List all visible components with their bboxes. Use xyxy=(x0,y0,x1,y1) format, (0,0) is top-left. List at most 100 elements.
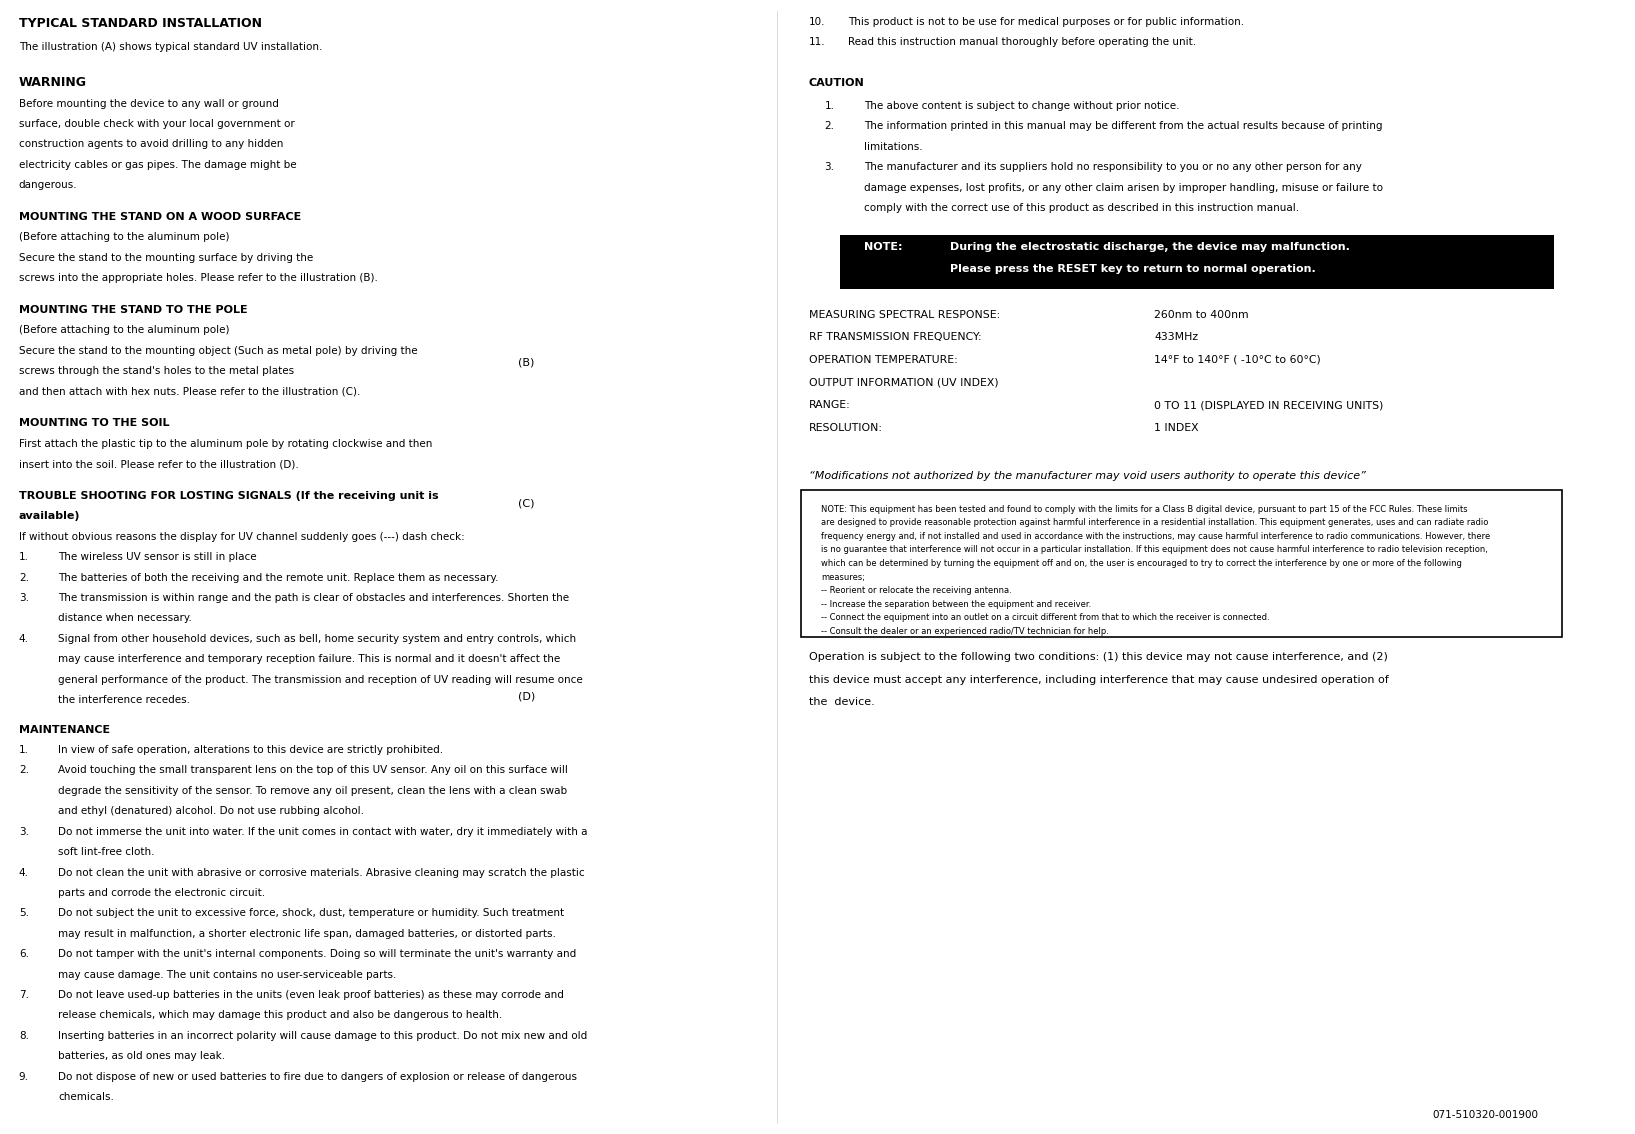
Text: limitations.: limitations. xyxy=(863,142,922,152)
Text: damage expenses, lost profits, or any other claim arisen by improper handling, m: damage expenses, lost profits, or any ot… xyxy=(863,183,1383,193)
Text: Do not immerse the unit into water. If the unit comes in contact with water, dry: Do not immerse the unit into water. If t… xyxy=(59,827,587,837)
Text: -- Increase the separation between the equipment and receiver.: -- Increase the separation between the e… xyxy=(821,600,1092,609)
Text: Do not subject the unit to excessive force, shock, dust, temperature or humidity: Do not subject the unit to excessive for… xyxy=(59,908,564,919)
Text: (Before attaching to the aluminum pole): (Before attaching to the aluminum pole) xyxy=(20,325,229,336)
Text: 3.: 3. xyxy=(20,827,29,837)
Text: screws through the stand's holes to the metal plates: screws through the stand's holes to the … xyxy=(20,366,294,376)
Text: WARNING: WARNING xyxy=(20,76,87,88)
Text: which can be determined by turning the equipment off and on, the user is encoura: which can be determined by turning the e… xyxy=(821,559,1462,568)
Text: -- Connect the equipment into an outlet on a circuit different from that to whic: -- Connect the equipment into an outlet … xyxy=(821,613,1270,623)
Text: dangerous.: dangerous. xyxy=(20,180,77,191)
Text: (Before attaching to the aluminum pole): (Before attaching to the aluminum pole) xyxy=(20,232,229,243)
Text: 260nm to 400nm: 260nm to 400nm xyxy=(1154,310,1249,320)
Text: parts and corrode the electronic circuit.: parts and corrode the electronic circuit… xyxy=(59,888,265,898)
Text: comply with the correct use of this product as described in this instruction man: comply with the correct use of this prod… xyxy=(863,203,1298,213)
Text: the interference recedes.: the interference recedes. xyxy=(59,695,190,705)
Text: Operation is subject to the following two conditions: (1) this device may not ca: Operation is subject to the following tw… xyxy=(809,652,1388,662)
Text: 8.: 8. xyxy=(20,1031,29,1041)
FancyBboxPatch shape xyxy=(801,490,1563,637)
Text: OPERATION TEMPERATURE:: OPERATION TEMPERATURE: xyxy=(809,355,958,365)
Text: The transmission is within range and the path is clear of obstacles and interfer: The transmission is within range and the… xyxy=(59,593,569,603)
Text: surface, double check with your local government or: surface, double check with your local go… xyxy=(20,119,294,129)
Text: 3.: 3. xyxy=(20,593,29,603)
Text: Avoid touching the small transparent lens on the top of this UV sensor. Any oil : Avoid touching the small transparent len… xyxy=(59,765,567,776)
Text: The manufacturer and its suppliers hold no responsibility to you or no any other: The manufacturer and its suppliers hold … xyxy=(863,162,1362,172)
Text: 1.: 1. xyxy=(20,745,29,755)
Text: 3.: 3. xyxy=(824,162,834,172)
Text: MOUNTING TO THE SOIL: MOUNTING TO THE SOIL xyxy=(20,418,170,429)
Text: frequency energy and, if not installed and used in accordance with the instructi: frequency energy and, if not installed a… xyxy=(821,532,1491,541)
Text: this device must accept any interference, including interference that may cause : this device must accept any interference… xyxy=(809,675,1388,685)
Text: construction agents to avoid drilling to any hidden: construction agents to avoid drilling to… xyxy=(20,139,283,150)
Text: NOTE:: NOTE: xyxy=(863,242,903,252)
Text: MOUNTING THE STAND TO THE POLE: MOUNTING THE STAND TO THE POLE xyxy=(20,305,247,315)
Text: Inserting batteries in an incorrect polarity will cause damage to this product. : Inserting batteries in an incorrect pola… xyxy=(59,1031,587,1041)
Text: RF TRANSMISSION FREQUENCY:: RF TRANSMISSION FREQUENCY: xyxy=(809,332,981,342)
Text: 4.: 4. xyxy=(20,868,29,878)
Text: 1 INDEX: 1 INDEX xyxy=(1154,423,1198,433)
Text: Do not tamper with the unit's internal components. Doing so will terminate the u: Do not tamper with the unit's internal c… xyxy=(59,949,577,959)
Text: are designed to provide reasonable protection against harmful interference in a : are designed to provide reasonable prote… xyxy=(821,518,1488,527)
Text: may cause damage. The unit contains no user-serviceable parts.: may cause damage. The unit contains no u… xyxy=(59,970,396,980)
Text: -- Reorient or relocate the receiving antenna.: -- Reorient or relocate the receiving an… xyxy=(821,586,1012,595)
Text: First attach the plastic tip to the aluminum pole by rotating clockwise and then: First attach the plastic tip to the alum… xyxy=(20,439,432,449)
Text: TROUBLE SHOOTING FOR LOSTING SIGNALS (If the receiving unit is: TROUBLE SHOOTING FOR LOSTING SIGNALS (If… xyxy=(20,491,438,501)
Text: During the electrostatic discharge, the device may malfunction.: During the electrostatic discharge, the … xyxy=(950,242,1351,252)
Text: NOTE: This equipment has been tested and found to comply with the limits for a C: NOTE: This equipment has been tested and… xyxy=(821,505,1468,514)
Text: 1.: 1. xyxy=(824,101,834,111)
Text: 9.: 9. xyxy=(20,1072,29,1082)
Text: The above content is subject to change without prior notice.: The above content is subject to change w… xyxy=(863,101,1179,111)
Text: distance when necessary.: distance when necessary. xyxy=(59,613,191,624)
Text: Read this instruction manual thoroughly before operating the unit.: Read this instruction manual thoroughly … xyxy=(849,37,1197,48)
Text: 2.: 2. xyxy=(20,765,29,776)
Text: MEASURING SPECTRAL RESPONSE:: MEASURING SPECTRAL RESPONSE: xyxy=(809,310,1001,320)
Text: 5.: 5. xyxy=(20,908,29,919)
Text: 1.: 1. xyxy=(20,552,29,562)
Text: batteries, as old ones may leak.: batteries, as old ones may leak. xyxy=(59,1051,226,1061)
Text: CAUTION: CAUTION xyxy=(809,78,865,88)
Text: TYPICAL STANDARD INSTALLATION: TYPICAL STANDARD INSTALLATION xyxy=(20,17,262,29)
Text: In view of safe operation, alterations to this device are strictly prohibited.: In view of safe operation, alterations t… xyxy=(59,745,443,755)
Text: (C): (C) xyxy=(518,499,535,509)
FancyBboxPatch shape xyxy=(840,235,1555,289)
Text: 14°F to 140°F ( -10°C to 60°C): 14°F to 140°F ( -10°C to 60°C) xyxy=(1154,355,1321,365)
Text: The information printed in this manual may be different from the actual results : The information printed in this manual m… xyxy=(863,121,1382,132)
Text: is no guarantee that interference will not occur in a particular installation. I: is no guarantee that interference will n… xyxy=(821,545,1488,555)
Text: chemicals.: chemicals. xyxy=(59,1092,114,1102)
Text: (B): (B) xyxy=(518,357,535,367)
Text: 7.: 7. xyxy=(20,990,29,1000)
Text: Before mounting the device to any wall or ground: Before mounting the device to any wall o… xyxy=(20,99,278,109)
Text: may result in malfunction, a shorter electronic life span, damaged batteries, or: may result in malfunction, a shorter ele… xyxy=(59,929,556,939)
Text: electricity cables or gas pipes. The damage might be: electricity cables or gas pipes. The dam… xyxy=(20,160,296,170)
Text: Secure the stand to the mounting object (Such as metal pole) by driving the: Secure the stand to the mounting object … xyxy=(20,346,417,356)
Text: insert into the soil. Please refer to the illustration (D).: insert into the soil. Please refer to th… xyxy=(20,459,299,469)
Text: may cause interference and temporary reception failure. This is normal and it do: may cause interference and temporary rec… xyxy=(59,654,561,665)
Text: RANGE:: RANGE: xyxy=(809,400,850,411)
Text: available): available) xyxy=(20,511,80,522)
Text: -- Consult the dealer or an experienced radio/TV technician for help.: -- Consult the dealer or an experienced … xyxy=(821,627,1109,636)
Text: If without obvious reasons the display for UV channel suddenly goes (---) dash c: If without obvious reasons the display f… xyxy=(20,532,464,542)
Text: degrade the sensitivity of the sensor. To remove any oil present, clean the lens: degrade the sensitivity of the sensor. T… xyxy=(59,786,567,796)
Text: 11.: 11. xyxy=(809,37,826,48)
Text: 6.: 6. xyxy=(20,949,29,959)
Text: 433MHz: 433MHz xyxy=(1154,332,1198,342)
Text: RESOLUTION:: RESOLUTION: xyxy=(809,423,883,433)
Text: OUTPUT INFORMATION (UV INDEX): OUTPUT INFORMATION (UV INDEX) xyxy=(809,378,999,388)
Text: Signal from other household devices, such as bell, home security system and entr: Signal from other household devices, suc… xyxy=(59,634,576,644)
Text: and then attach with hex nuts. Please refer to the illustration (C).: and then attach with hex nuts. Please re… xyxy=(20,387,360,397)
Text: soft lint-free cloth.: soft lint-free cloth. xyxy=(59,847,155,857)
Text: MOUNTING THE STAND ON A WOOD SURFACE: MOUNTING THE STAND ON A WOOD SURFACE xyxy=(20,212,301,222)
Text: “Modifications not authorized by the manufacturer may void users authority to op: “Modifications not authorized by the man… xyxy=(809,471,1365,481)
Text: MAINTENANCE: MAINTENANCE xyxy=(20,725,110,735)
Text: (D): (D) xyxy=(518,692,535,702)
Text: The batteries of both the receiving and the remote unit. Replace them as necessa: The batteries of both the receiving and … xyxy=(59,573,499,583)
Text: 2.: 2. xyxy=(20,573,29,583)
Text: the  device.: the device. xyxy=(809,697,875,708)
Text: 10.: 10. xyxy=(809,17,826,27)
Text: and ethyl (denatured) alcohol. Do not use rubbing alcohol.: and ethyl (denatured) alcohol. Do not us… xyxy=(59,806,365,816)
Text: This product is not to be use for medical purposes or for public information.: This product is not to be use for medica… xyxy=(849,17,1244,27)
Text: The illustration (A) shows typical standard UV installation.: The illustration (A) shows typical stand… xyxy=(20,42,322,52)
Text: Please press the RESET key to return to normal operation.: Please press the RESET key to return to … xyxy=(950,264,1316,274)
Text: screws into the appropriate holes. Please refer to the illustration (B).: screws into the appropriate holes. Pleas… xyxy=(20,273,378,284)
Text: Do not clean the unit with abrasive or corrosive materials. Abrasive cleaning ma: Do not clean the unit with abrasive or c… xyxy=(59,868,585,878)
